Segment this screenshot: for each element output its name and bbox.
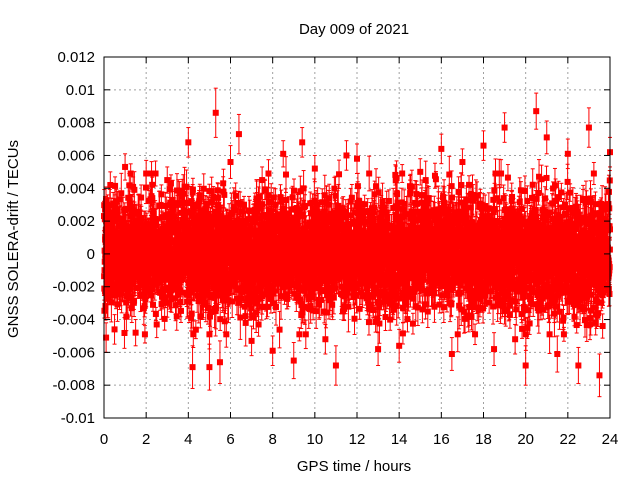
chart-title: Day 009 of 2021 — [299, 21, 409, 38]
